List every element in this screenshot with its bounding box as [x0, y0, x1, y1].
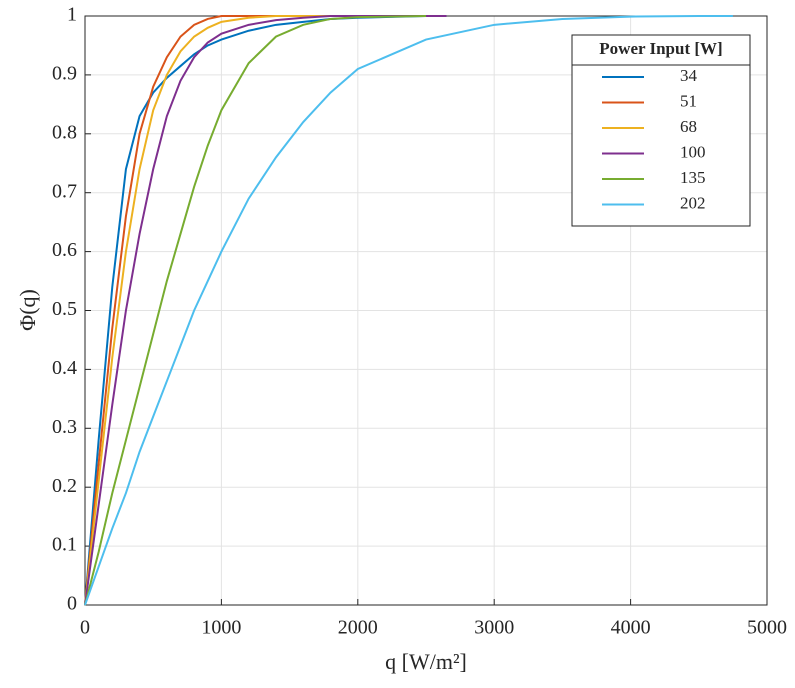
legend-box	[571, 34, 751, 227]
y-tick-label: 0.5	[52, 298, 77, 320]
legend-label: 135	[680, 168, 706, 187]
y-tick-label: 0.2	[52, 475, 77, 497]
legend-label: 51	[680, 91, 697, 110]
x-tick-label: 3000	[474, 617, 514, 639]
legend-label: 202	[680, 193, 706, 212]
legend-title: Power Input [W]	[599, 39, 722, 58]
y-tick-label: 0.8	[52, 121, 77, 143]
y-tick-label: 1	[67, 4, 77, 26]
legend-label: 100	[680, 142, 706, 161]
legend-label: 34	[680, 66, 698, 85]
y-axis-label: Φ(q)	[15, 289, 40, 331]
y-tick-label: 0.7	[52, 180, 77, 202]
y-tick-label: 0.6	[52, 239, 77, 261]
line-series	[84, 15, 331, 606]
x-tick-label: 0	[80, 617, 90, 639]
y-tick-label: 0.4	[52, 357, 77, 379]
x-tick-label: 2000	[338, 617, 378, 639]
y-tick-label: 0.3	[52, 416, 77, 438]
y-tick-label: 0.1	[52, 534, 77, 556]
x-tick-label: 5000	[747, 617, 787, 639]
line-series	[84, 15, 733, 606]
line-series	[84, 15, 447, 606]
x-tick-label: 1000	[201, 617, 241, 639]
line-series	[84, 15, 427, 606]
x-axis-label: q [W/m²]	[385, 649, 467, 674]
y-tick-label: 0	[67, 593, 77, 615]
y-tick-label: 0.9	[52, 62, 77, 84]
legend-label: 68	[680, 117, 697, 136]
x-tick-label: 4000	[611, 617, 651, 639]
